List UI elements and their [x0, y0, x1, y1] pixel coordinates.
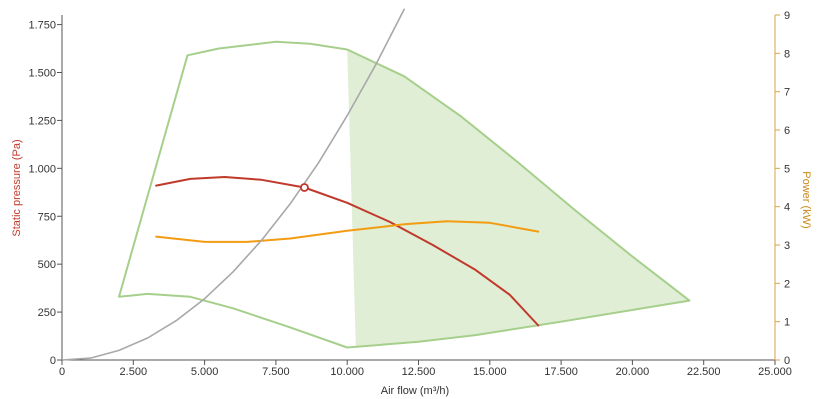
y-right-tick-label: 0: [784, 355, 790, 367]
y-left-tick-label: 750: [38, 211, 56, 223]
x-tick-label: 0: [59, 366, 65, 378]
x-tick-label: 10.000: [330, 366, 364, 378]
y-left-tick-label: 1.250: [28, 115, 56, 127]
y-right-axis-label: Power (kW): [800, 171, 812, 228]
tick-labels: 0 2.500 5.000 7.500 10.000 12.500 15.000 17.500…: [28, 10, 791, 378]
y-right-tick-label: 2: [784, 278, 790, 290]
envelope-boundary: [118, 40, 691, 349]
y-left-tick-label: 250: [38, 307, 56, 319]
y-right-tick-label: 6: [784, 125, 790, 137]
y-right-tick-label: 5: [784, 163, 790, 175]
y-right-tick-label: 8: [784, 48, 790, 60]
x-tick-label: 2.500: [120, 366, 148, 378]
x-tick-label: 25.000: [758, 366, 792, 378]
y-left-tick-label: 1.000: [28, 163, 56, 175]
y-left-tick-label: 0: [50, 355, 56, 367]
x-tick-label: 20.000: [616, 366, 650, 378]
operating-envelope: [118, 40, 691, 349]
y-right-tick-label: 9: [784, 10, 790, 22]
y-right-tick-label: 4: [784, 202, 790, 214]
x-tick-label: 5.000: [191, 366, 219, 378]
y-left-axis-label: Static pressure (Pa): [11, 139, 23, 236]
y-right-tick-label: 3: [784, 240, 790, 252]
curves: [61, 8, 540, 361]
y-right-tick-label: 7: [784, 87, 790, 99]
y-right-tick-label: 1: [784, 317, 790, 329]
pressure-curve: [155, 176, 540, 327]
operating-point-marker: [300, 183, 309, 192]
x-tick-label: 17.500: [544, 366, 578, 378]
system-curve: [61, 8, 405, 361]
power-curve: [155, 220, 540, 243]
y-left-tick-label: 500: [38, 259, 56, 271]
x-axis-label: Air flow (m³/h): [381, 385, 449, 397]
x-tick-label: 12.500: [402, 366, 436, 378]
y-left-tick-label: 1.750: [28, 20, 56, 32]
envelope-shaded-area: [347, 49, 690, 347]
y-left-tick-label: 1.500: [28, 68, 56, 80]
x-tick-label: 15.000: [473, 366, 507, 378]
x-tick-label: 7.500: [262, 366, 290, 378]
x-tick-label: 22.500: [687, 366, 721, 378]
